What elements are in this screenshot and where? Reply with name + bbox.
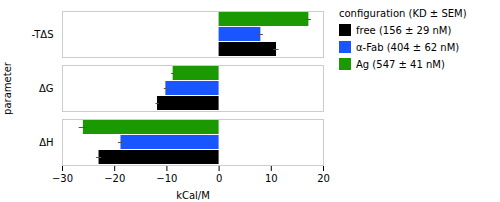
- svg-text:20: 20: [317, 173, 330, 184]
- html-text:α-Fab (404 ± 62 nM): α-Fab (404 ± 62 nM): [356, 41, 460, 53]
- html-text:Ag (547 ± 41 nM): Ag (547 ± 41 nM): [356, 58, 445, 70]
- svg-text:kCal/M: kCal/M: [176, 190, 210, 201]
- html-text:configuration (KD ± SEM): configuration (KD ± SEM): [339, 8, 467, 19]
- svg-text:−30: −30: [52, 173, 73, 184]
- svg-text:−10: −10: [156, 173, 177, 184]
- svg-text:−20: −20: [104, 173, 125, 184]
- svg-text:10: 10: [265, 173, 278, 184]
- html-text:free (156 ± 29 nM): free (156 ± 29 nM): [356, 24, 452, 36]
- svg-text:ΔH: ΔH: [39, 137, 53, 148]
- svg-text:ΔG: ΔG: [39, 83, 54, 94]
- svg-text:parameter: parameter: [2, 61, 13, 115]
- svg-text:-TΔS: -TΔS: [32, 29, 54, 40]
- svg-text:0: 0: [216, 173, 222, 184]
